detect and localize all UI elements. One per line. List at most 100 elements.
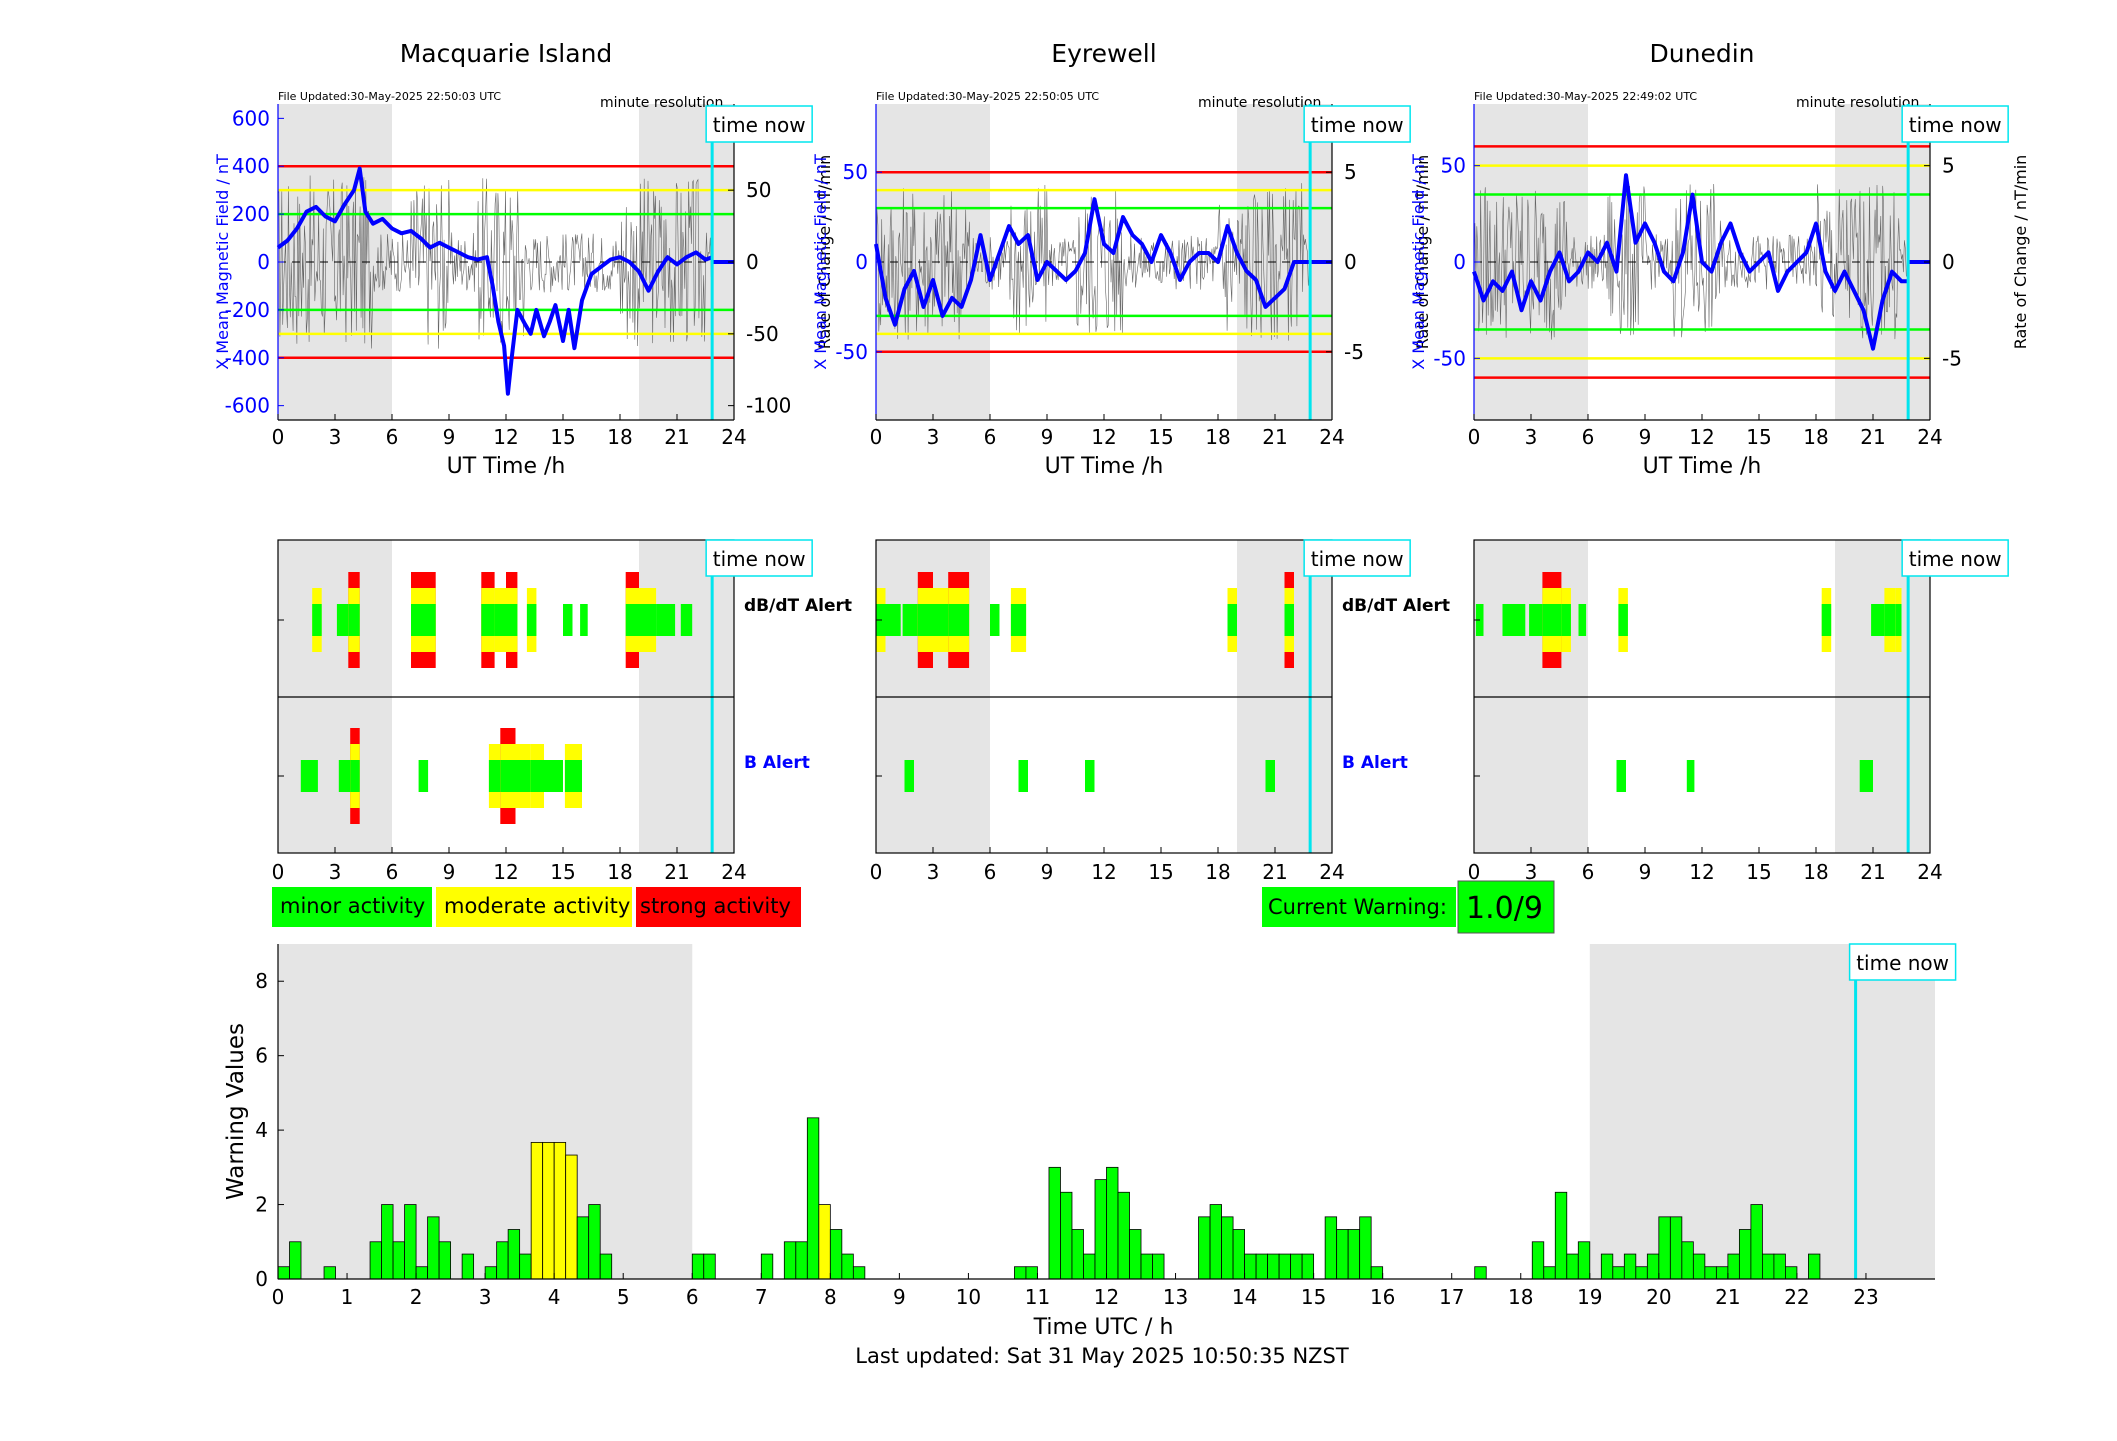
x-tick-label: 21: [664, 860, 689, 884]
b-alert-bar-minor: [564, 760, 582, 792]
b-alert-label: B Alert: [1342, 753, 1408, 773]
dbdt-alert-bar-minor: [563, 604, 573, 636]
b-alert-bar-minor: [544, 760, 563, 792]
dbdt-alert-bar-minor: [990, 604, 1000, 636]
warning-bar: [1244, 1253, 1257, 1280]
legend-moderate-swatch: [436, 887, 632, 927]
dbdt-alert-bar-minor: [1871, 604, 1885, 636]
current-warning-value-box: [1457, 880, 1555, 934]
warning-chart: 0 1 2 3 4 5 6 7 8 9 10 11 12 13 14 15 16 17 18 19 20 21 22 2302…: [223, 943, 1957, 1340]
warning-bar: [806, 1117, 820, 1280]
time-now-label: time now: [1311, 113, 1404, 137]
time-now-box: [1303, 539, 1411, 577]
warning-bar: [1324, 1216, 1338, 1280]
x-tick-label: 24: [1319, 860, 1344, 884]
x-tick-label: 12: [1094, 1285, 1119, 1309]
warning-bar: [1278, 1253, 1292, 1280]
x-tick-label: 3: [1525, 425, 1538, 449]
warning-bar: [1600, 1253, 1614, 1280]
warning-bar: [691, 1253, 705, 1280]
warning-bar: [1025, 1266, 1038, 1280]
dbdt-alert-bar-minor: [1010, 604, 1027, 636]
file-updated-text: File Updated:30-May-2025 22:50:03 UTC: [278, 90, 501, 103]
activity-legend: minor activity moderate activity strong …: [272, 887, 801, 927]
dbdt-alert-bar-minor: [917, 604, 933, 636]
y-tick-label: 8: [255, 969, 268, 993]
warning-bar: [1106, 1166, 1119, 1280]
dbdt-alert-label: dB/dT Alert: [744, 596, 852, 616]
x-tick-label: 21: [1262, 860, 1287, 884]
warning-bar: [1370, 1266, 1384, 1280]
x-tick-label: 22: [1784, 1285, 1809, 1309]
y-tick-label: 2: [255, 1193, 268, 1217]
file-updated-text: File Updated:30-May-2025 22:49:02 UTC: [1474, 90, 1697, 103]
warning-bar: [392, 1241, 405, 1280]
y-tick-label: 200: [232, 202, 270, 226]
warning-bar: [1129, 1229, 1142, 1280]
dbdt-alert-bar-minor: [1895, 604, 1902, 636]
resolution-text: minute resolution: [600, 95, 723, 111]
x-tick-label: 5: [617, 1285, 630, 1309]
x-tick-label: 0: [272, 1285, 285, 1309]
x-tick-label: 6: [386, 860, 399, 884]
x-tick-label: 18: [1803, 425, 1828, 449]
warning-bar: [323, 1266, 336, 1280]
mean-field-line: [874, 197, 1311, 327]
x-tick-label: 10: [956, 1285, 981, 1309]
dbdt-alert-bar-minor: [494, 604, 506, 636]
dbdt-alert-bar-minor: [506, 604, 518, 636]
file-updated-text: File Updated:30-May-2025 22:50:05 UTC: [876, 90, 1099, 103]
y2-tick-label: 5: [1942, 154, 1955, 178]
warning-bar: [1554, 1191, 1568, 1280]
warning-bar: [1152, 1253, 1165, 1280]
x-tick-label: 0: [1468, 860, 1481, 884]
warning-bar: [415, 1266, 428, 1280]
y-axis-label: X Mean Magnetic Field / nT: [213, 154, 232, 370]
dbdt-alert-bar-minor: [336, 604, 349, 636]
x-tick-label: 6: [686, 1285, 699, 1309]
x-tick-label: 24: [1319, 425, 1344, 449]
x-tick-label: 6: [1582, 860, 1595, 884]
x-axis-label: UT Time /h: [1045, 454, 1164, 479]
time-now-box: [1901, 105, 2009, 143]
x-tick-label: 15: [550, 860, 575, 884]
warning-bar: [829, 1229, 843, 1280]
rate-of-change-trace: [277, 175, 713, 349]
x-tick-label: 21: [1262, 425, 1287, 449]
x-tick-label: 12: [493, 860, 518, 884]
warning-bar: [852, 1266, 866, 1280]
warning-bar: [277, 1266, 290, 1280]
b-alert-bar-minor: [350, 760, 360, 792]
b-alert-bar-minor: [338, 760, 351, 792]
y-axis-label: X Mean Magnetic Field / nT: [811, 154, 830, 370]
x-tick-label: 17: [1439, 1285, 1464, 1309]
y2-tick-label: -100: [746, 394, 791, 418]
x-tick-label: 2: [410, 1285, 423, 1309]
warning-bar: [1738, 1229, 1752, 1280]
x-tick-label: 6: [984, 425, 997, 449]
station-chart-1: Eyrewell File Updated:30-May-2025 22:50:0…: [811, 39, 1432, 479]
warning-bar: [1750, 1204, 1763, 1280]
y-tick-label: 400: [232, 154, 270, 178]
x-tick-label: 21: [1715, 1285, 1740, 1309]
x-tick-label: 20: [1646, 1285, 1671, 1309]
dbdt-alert-bar-minor: [1821, 604, 1832, 636]
y2-axis-label: Rate of Change / nT/min: [2011, 155, 2030, 350]
warning-bar: [1623, 1253, 1637, 1280]
warning-bar: [1566, 1253, 1579, 1280]
warning-bar: [484, 1266, 498, 1280]
x-tick-label: 9: [1639, 425, 1652, 449]
warning-bar: [1094, 1179, 1107, 1280]
dbdt-alert-bar-minor: [1542, 604, 1562, 636]
x-tick-label: 9: [1639, 860, 1652, 884]
x-tick-label: 24: [721, 425, 746, 449]
x-tick-label: 9: [893, 1285, 906, 1309]
x-tick-label: 6: [386, 425, 399, 449]
b-alert-bar-minor: [1018, 760, 1028, 792]
warning-bar: [1336, 1229, 1349, 1280]
warning-bar: [438, 1241, 452, 1280]
x-tick-label: 9: [443, 425, 456, 449]
dbdt-alert-bar-minor: [411, 604, 436, 636]
x-tick-label: 6: [1582, 425, 1595, 449]
time-now-label: time now: [1909, 547, 2002, 571]
